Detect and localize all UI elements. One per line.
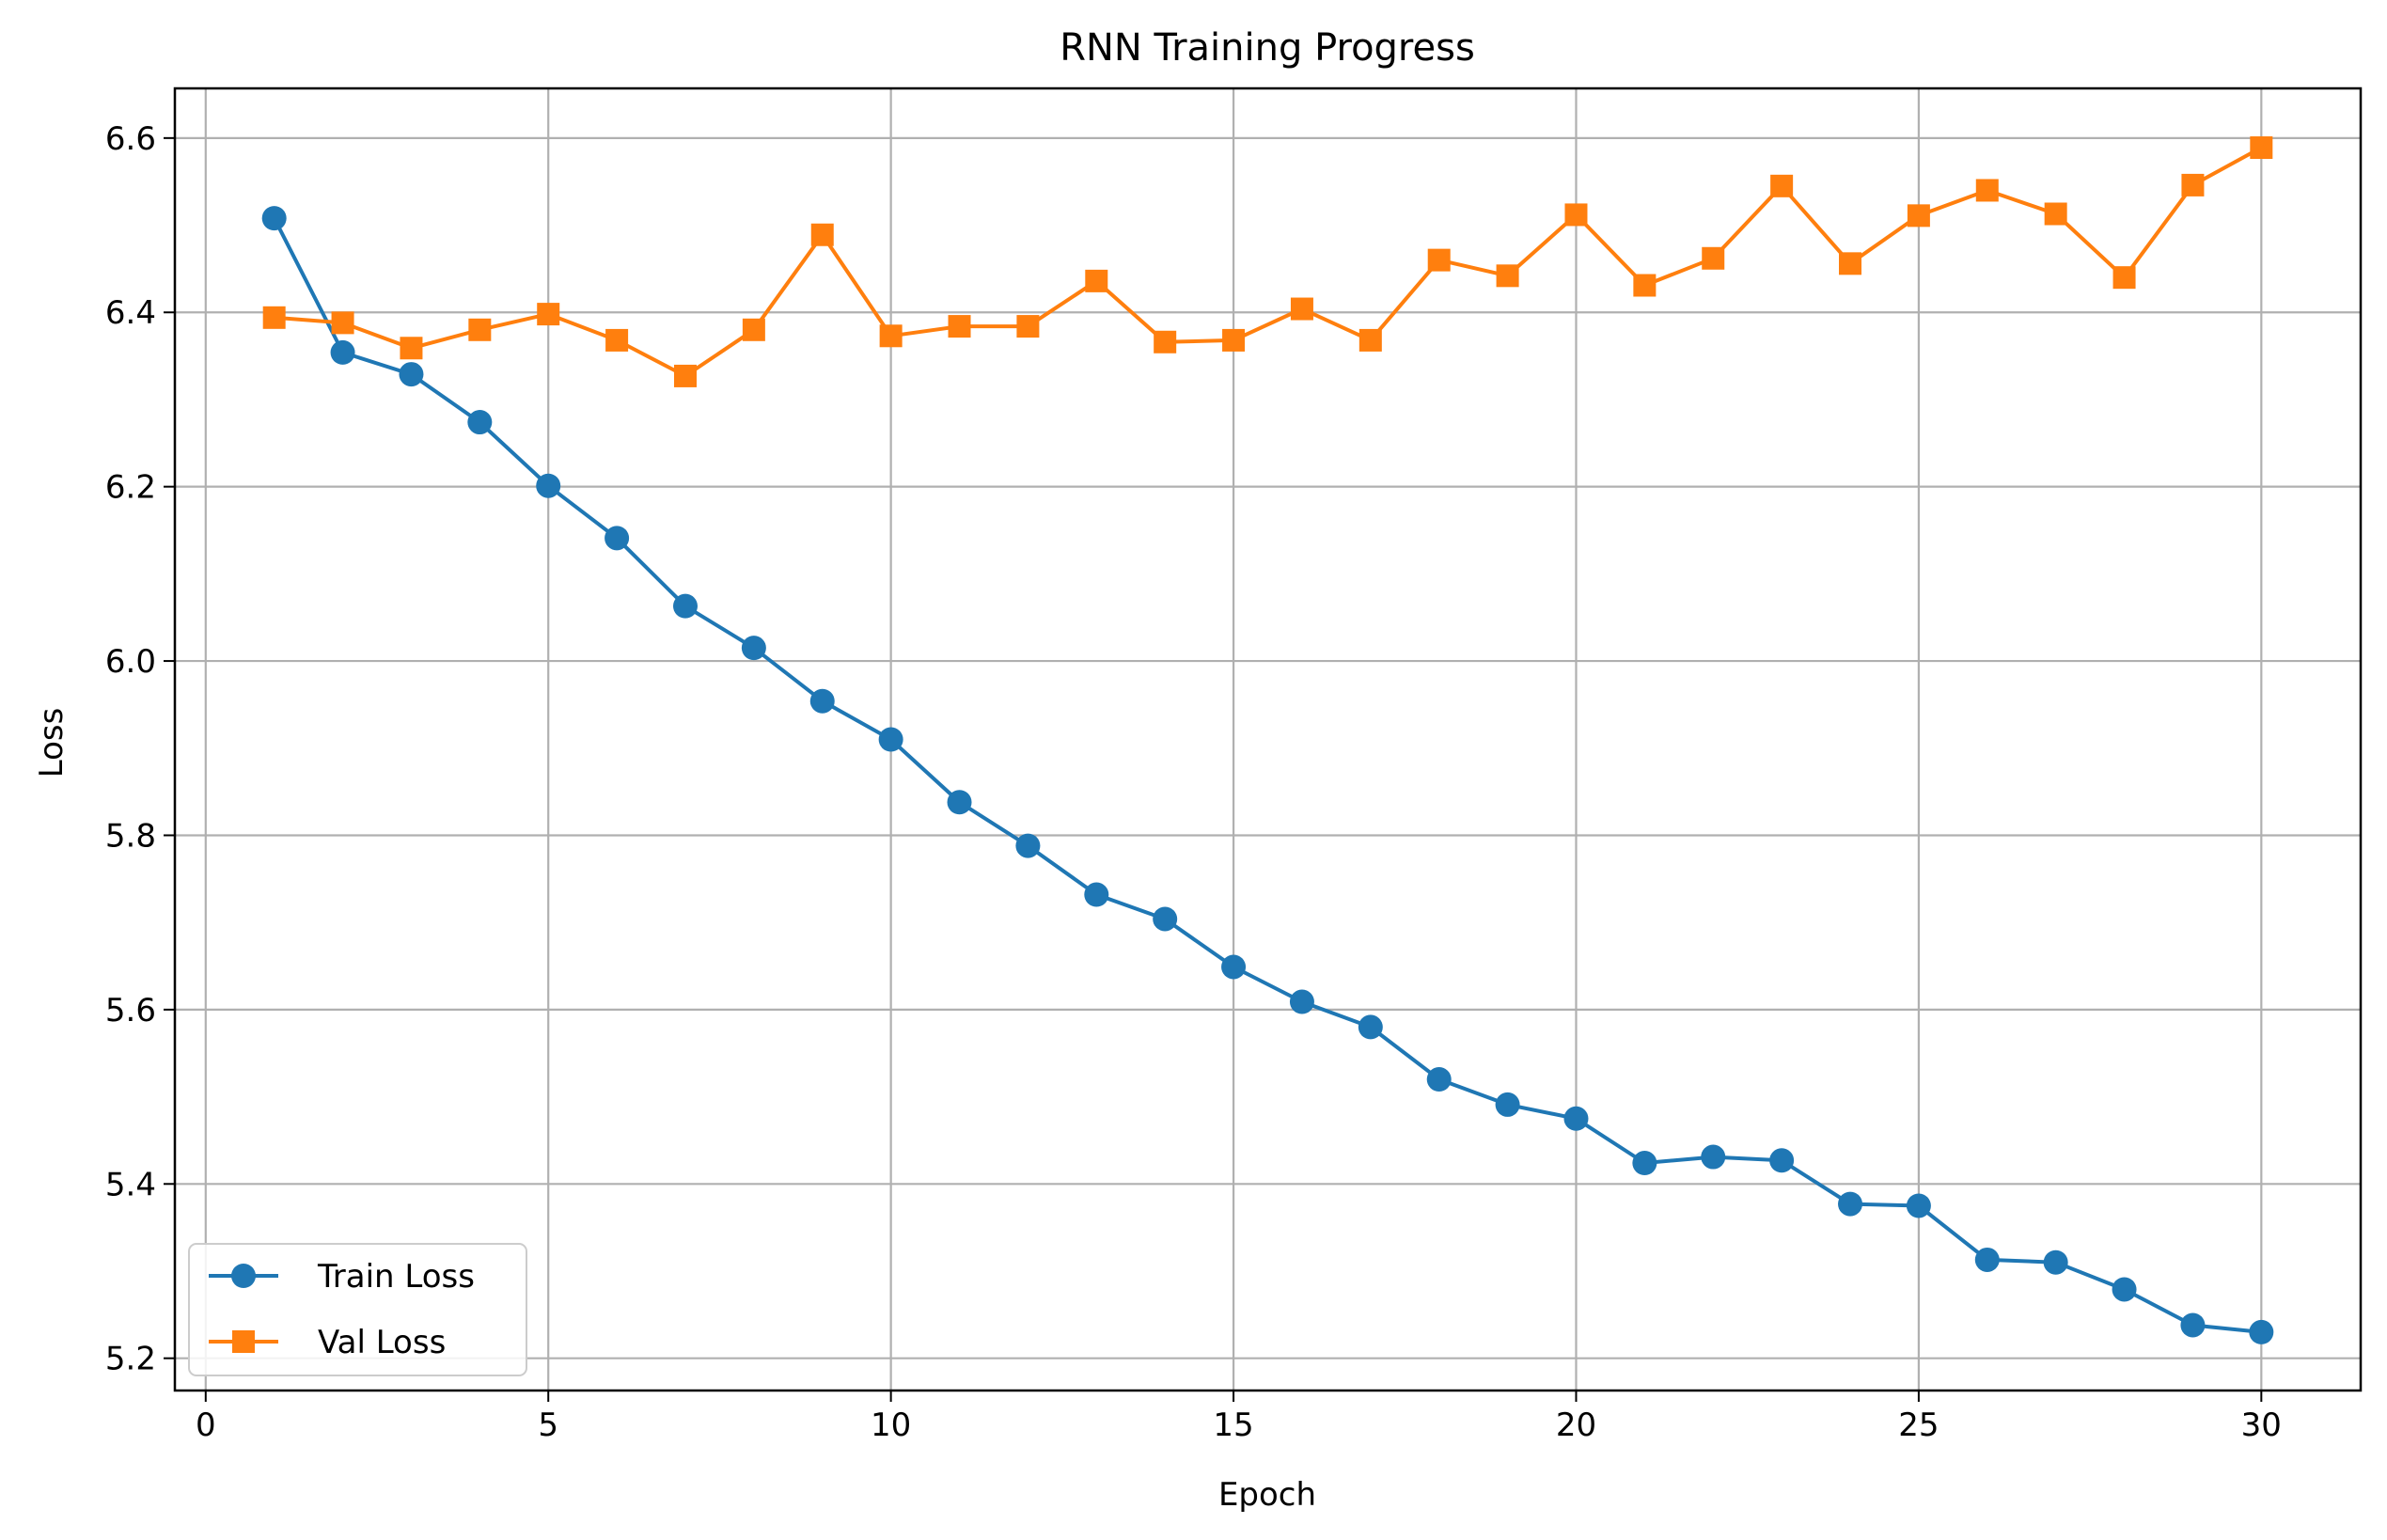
val-loss-series	[262, 136, 2273, 387]
y-tick-label: 5.6	[105, 992, 156, 1029]
y-tick-label: 6.4	[105, 294, 156, 332]
plot-frame	[173, 86, 2363, 1392]
train-loss-point	[2249, 1319, 2274, 1344]
legend: Train Loss Val Loss	[188, 1243, 527, 1376]
train-loss-point	[809, 688, 835, 714]
x-axis-label: Epoch	[1218, 1476, 1316, 1514]
train-loss-point	[1426, 1067, 1452, 1092]
x-tick-label: 0	[196, 1406, 216, 1444]
val-loss-point	[1016, 315, 1040, 338]
train-loss-point	[536, 473, 561, 498]
val-loss-point	[400, 337, 423, 360]
train-loss-point	[1769, 1148, 1795, 1173]
train-loss-point	[1495, 1092, 1520, 1117]
val-loss-point	[879, 324, 903, 348]
x-tick-label: 30	[2241, 1406, 2282, 1444]
train-loss-point	[1563, 1106, 1589, 1131]
val-loss-point	[537, 303, 560, 326]
train-loss-point	[1084, 882, 1109, 907]
x-tick-label: 5	[538, 1406, 558, 1444]
val-loss-point	[2044, 202, 2067, 226]
val-loss-point	[2181, 173, 2205, 196]
train-loss-point	[1289, 989, 1314, 1014]
val-loss-line	[274, 146, 2263, 378]
val-loss-point	[2112, 266, 2136, 290]
val-loss-point	[1770, 174, 1794, 197]
train-loss-point	[2112, 1277, 2137, 1302]
x-tick-label: 20	[1556, 1406, 1596, 1444]
train-loss-series	[261, 206, 2274, 1344]
legend-label-train-loss: Train Loss	[317, 1258, 475, 1296]
train-loss-point	[1974, 1247, 2000, 1272]
train-loss-point	[672, 593, 698, 619]
train-loss-point	[2180, 1312, 2206, 1338]
y-tick-label: 5.4	[105, 1166, 156, 1203]
train-loss-point	[947, 790, 972, 815]
val-loss-point	[1154, 330, 1177, 354]
val-loss-point	[810, 223, 834, 246]
y-tick-label: 5.2	[105, 1341, 156, 1378]
val-loss-point	[1427, 248, 1451, 272]
train-loss-point	[1701, 1144, 1726, 1170]
val-loss-point	[1358, 328, 1382, 352]
val-loss-point	[1839, 252, 1862, 275]
val-loss-point	[1290, 297, 1313, 321]
train-loss-point	[1632, 1151, 1657, 1176]
legend-swatch-marker	[232, 1330, 255, 1353]
train-loss-point	[399, 362, 424, 387]
val-loss-point	[1907, 204, 1930, 228]
train-loss-point	[1221, 954, 1247, 980]
x-tick-label: 10	[871, 1406, 911, 1444]
train-loss-point	[2043, 1249, 2068, 1275]
legend-label-val-loss: Val Loss	[318, 1324, 446, 1361]
train-loss-point	[741, 636, 766, 661]
val-loss-point	[262, 306, 286, 329]
val-loss-point	[1702, 246, 1725, 270]
val-loss-point	[1085, 269, 1108, 292]
val-loss-point	[1564, 203, 1588, 227]
y-axis-label: Loss	[33, 708, 71, 778]
val-loss-point	[331, 311, 354, 335]
val-loss-point	[1222, 328, 1246, 352]
train-loss-point	[1015, 833, 1041, 858]
train-loss-line	[272, 217, 2262, 1334]
val-loss-point	[1496, 264, 1519, 288]
y-tick-label: 6.0	[105, 643, 156, 681]
val-loss-point	[605, 328, 629, 352]
train-loss-point	[467, 410, 493, 435]
val-loss-point	[673, 364, 697, 387]
train-loss-point	[605, 526, 630, 551]
x-tick-label: 15	[1213, 1406, 1253, 1444]
train-loss-point	[330, 339, 355, 365]
val-loss-point	[1975, 179, 1999, 202]
val-loss-point	[468, 318, 492, 341]
train-loss-point	[1838, 1191, 1863, 1217]
train-loss-point	[1358, 1014, 1383, 1040]
x-tick-label: 25	[1898, 1406, 1939, 1444]
val-loss-point	[1633, 274, 1657, 297]
grid-layer	[175, 88, 2361, 1391]
train-loss-point	[1906, 1193, 1931, 1218]
legend-swatch-marker	[231, 1264, 256, 1288]
y-tick-label: 6.6	[105, 120, 156, 158]
val-loss-point	[742, 318, 765, 341]
val-loss-point	[948, 315, 971, 338]
train-loss-point	[878, 727, 903, 752]
chart-title: RNN Training Progress	[1060, 26, 1475, 70]
series-layer	[261, 136, 2274, 1344]
y-tick-label: 6.2	[105, 469, 156, 507]
train-loss-point	[1153, 906, 1178, 932]
val-loss-point	[2250, 136, 2273, 160]
y-tick-label: 5.8	[105, 817, 156, 855]
train-loss-point	[261, 206, 287, 231]
tick-layer: 0 5 10 15 20 25 30 5.2 5.4 5.6 5.8 6.0 6.2 6.4 6.6	[105, 120, 2282, 1444]
